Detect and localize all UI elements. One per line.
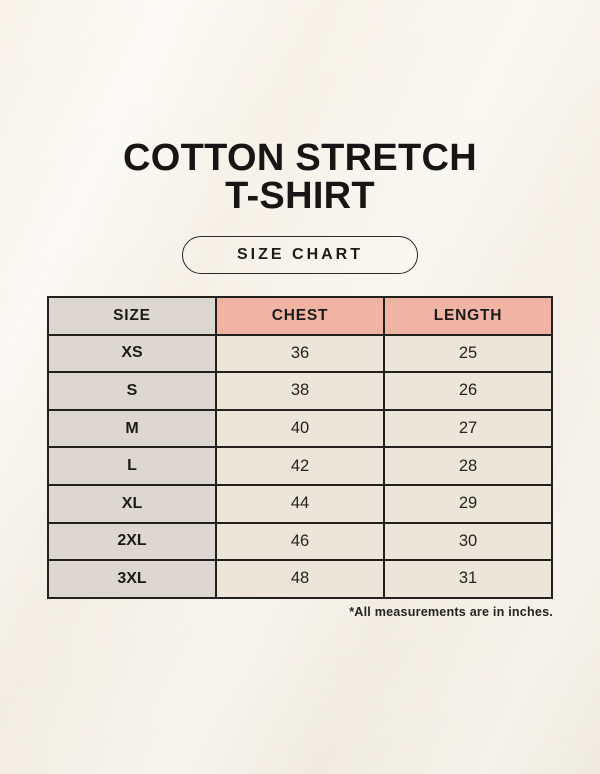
table-row: S 38 26: [47, 371, 553, 411]
table-row: 3XL 48 31: [47, 559, 553, 599]
length-cell: 31: [383, 559, 553, 599]
length-cell: 28: [383, 446, 553, 486]
length-cell: 30: [383, 521, 553, 562]
chest-cell: 42: [215, 446, 385, 486]
title-line-1: COTTON STRETCH: [123, 137, 477, 179]
size-cell: M: [47, 408, 217, 449]
size-cell: XL: [47, 483, 217, 524]
size-chart-badge: SIZE CHART: [182, 236, 418, 274]
column-header-chest: CHEST: [215, 296, 385, 336]
table-row: XS 36 25: [47, 333, 553, 374]
size-table: SIZE CHEST LENGTH XS 36 25 S 38 26 M 40 27 L 42 28 X…: [47, 296, 553, 599]
length-cell: 25: [383, 333, 553, 374]
table-row: 2XL 46 30: [47, 521, 553, 562]
column-header-size: SIZE: [47, 296, 217, 336]
size-chart-badge-label: SIZE CHART: [237, 246, 363, 263]
chest-cell: 48: [215, 559, 385, 599]
table-row: M 40 27: [47, 408, 553, 449]
footnote: *All measurements are in inches.: [349, 604, 553, 619]
size-cell: 3XL: [47, 559, 217, 599]
size-cell: XS: [47, 333, 217, 374]
length-cell: 29: [383, 483, 553, 524]
chest-cell: 40: [215, 408, 385, 449]
title-line-2: T-SHIRT: [225, 175, 375, 217]
table-row: XL 44 29: [47, 483, 553, 524]
header-row: SIZE CHEST LENGTH: [47, 296, 553, 336]
chest-cell: 46: [215, 521, 385, 562]
table-row: L 42 28: [47, 446, 553, 486]
page-title: COTTON STRETCH T-SHIRT: [0, 0, 600, 215]
size-table-body: XS 36 25 S 38 26 M 40 27 L 42 28 XL 44 29 2XL 46 30 3XL 48 3…: [47, 333, 553, 599]
length-cell: 26: [383, 371, 553, 411]
size-table-header: SIZE CHEST LENGTH: [47, 296, 553, 336]
chest-cell: 36: [215, 333, 385, 374]
chest-cell: 38: [215, 371, 385, 411]
size-cell: S: [47, 371, 217, 411]
chest-cell: 44: [215, 483, 385, 524]
length-cell: 27: [383, 408, 553, 449]
column-header-length: LENGTH: [383, 296, 553, 336]
size-cell: 2XL: [47, 521, 217, 562]
size-cell: L: [47, 446, 217, 486]
